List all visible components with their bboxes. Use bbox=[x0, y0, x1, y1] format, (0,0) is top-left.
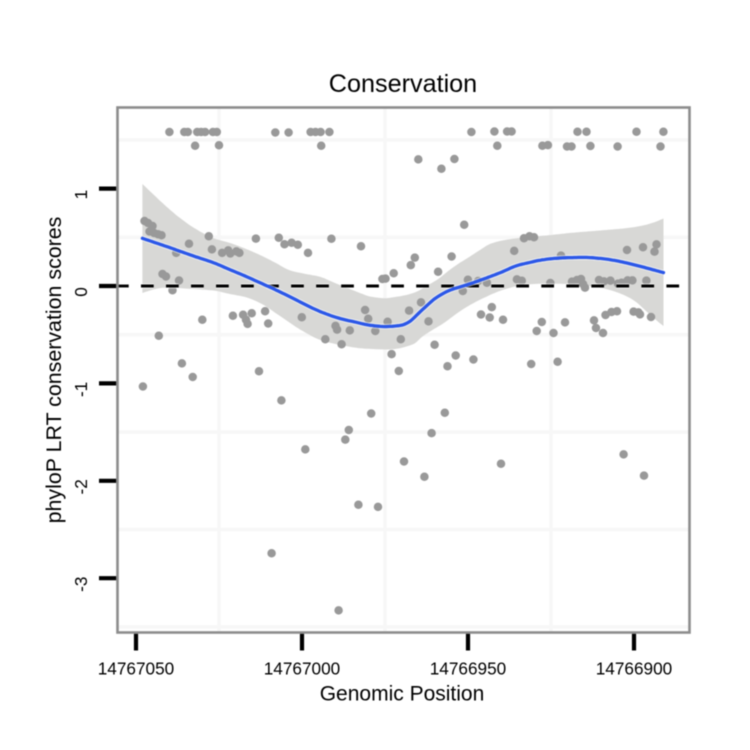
svg-text:0: 0 bbox=[71, 287, 91, 297]
svg-text:14766950: 14766950 bbox=[430, 659, 506, 679]
svg-text:14766900: 14766900 bbox=[596, 659, 672, 679]
svg-text:1: 1 bbox=[71, 190, 91, 200]
svg-text:-2: -2 bbox=[71, 479, 91, 494]
svg-text:phyloP LRT conservation scores: phyloP LRT conservation scores bbox=[42, 217, 66, 524]
svg-text:Genomic Position: Genomic Position bbox=[320, 683, 485, 706]
svg-text:Conservation: Conservation bbox=[329, 70, 477, 98]
svg-text:-3: -3 bbox=[71, 577, 91, 592]
svg-text:14767000: 14767000 bbox=[264, 659, 340, 679]
svg-text:-1: -1 bbox=[71, 382, 91, 397]
svg-text:14767050: 14767050 bbox=[98, 659, 174, 679]
